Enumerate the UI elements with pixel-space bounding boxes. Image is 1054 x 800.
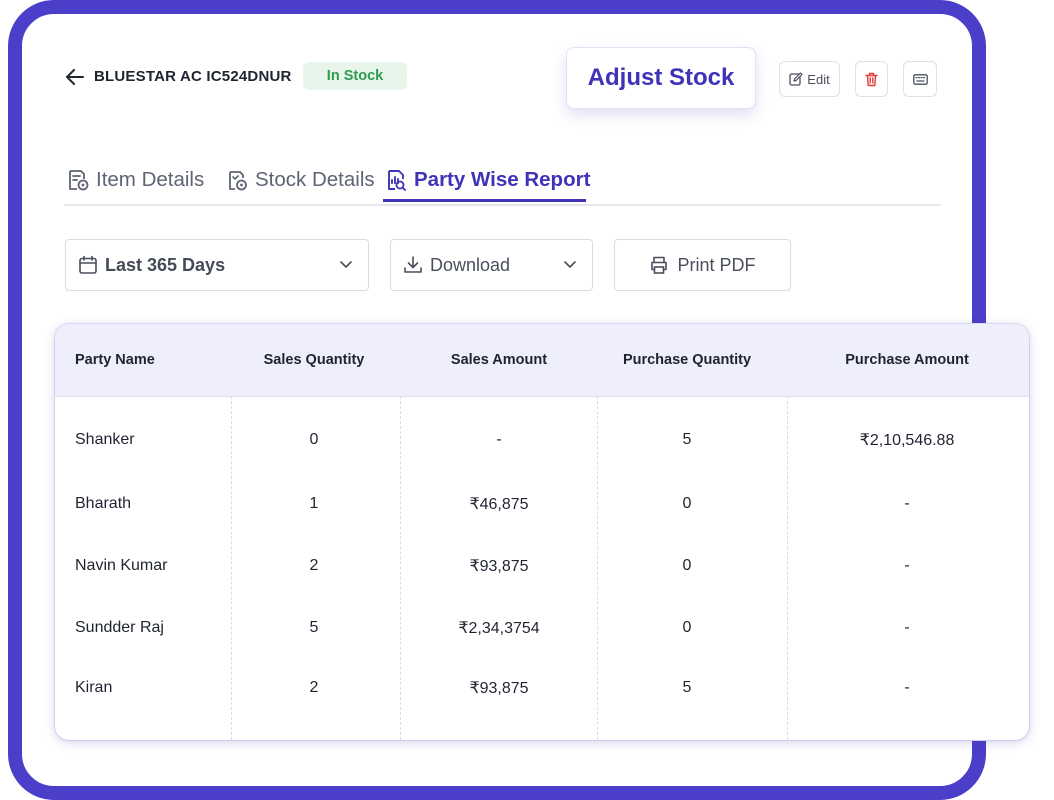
- cell-purchase-quantity: 5: [682, 431, 692, 448]
- cell-sales-quantity: 2: [309, 679, 319, 696]
- cell-purchase-quantity: 5: [682, 679, 692, 696]
- tab-stock-details[interactable]: Stock Details: [225, 162, 375, 198]
- cell-party-name: Shanker: [75, 431, 135, 448]
- active-tab-indicator: [383, 199, 586, 202]
- calendar-icon: [79, 255, 97, 274]
- cell-sales-quantity: 2: [309, 557, 319, 574]
- download-label: Download: [430, 254, 511, 275]
- cell-party-name: Kiran: [75, 679, 113, 696]
- stock-details-icon: [229, 171, 247, 191]
- cell-purchase-amount: ₹2,10,546.88: [859, 432, 955, 449]
- party-wise-report-table: Party Name Sales Quantity Sales Amount P…: [55, 324, 1029, 740]
- cell-purchase-amount: -: [904, 495, 910, 512]
- cell-party-name: Sundder Raj: [75, 619, 164, 636]
- date-range-select[interactable]: Last 365 Days: [65, 239, 369, 291]
- cell-purchase-amount: -: [904, 619, 910, 636]
- tab-party-wise-report[interactable]: Party Wise Report: [384, 162, 590, 198]
- column-header: Party Name: [75, 352, 155, 368]
- tab-item-details[interactable]: Item Details: [66, 162, 204, 198]
- print-pdf-button[interactable]: Print PDF: [614, 239, 791, 291]
- cell-sales-amount: -: [496, 431, 502, 448]
- chevron-down-icon: [340, 261, 352, 268]
- printer-icon: [651, 256, 668, 274]
- report-icon: [388, 170, 406, 191]
- cell-sales-quantity: 0: [309, 431, 319, 448]
- tab-item-details-label: Item Details: [96, 168, 205, 191]
- chevron-down-icon: [564, 261, 576, 268]
- keyboard-icon: [912, 73, 928, 85]
- cell-sales-amount: ₹93,875: [469, 680, 529, 697]
- tab-party-wise-report-label: Party Wise Report: [414, 168, 591, 191]
- edit-button[interactable]: Edit: [779, 61, 840, 97]
- cell-sales-quantity: 5: [309, 619, 319, 636]
- item-details-icon: [69, 170, 89, 191]
- adjust-stock-button[interactable]: Adjust Stock: [566, 47, 756, 109]
- column-header: Sales Amount: [450, 352, 548, 368]
- cell-sales-amount: ₹46,875: [469, 496, 529, 513]
- column-header: Sales Quantity: [263, 352, 365, 368]
- column-divider: [787, 396, 788, 740]
- back-button[interactable]: [64, 66, 86, 88]
- cell-purchase-quantity: 0: [682, 619, 692, 636]
- tab-bar: Item Details Stock Details Party Wise Re…: [64, 158, 941, 206]
- download-select[interactable]: Download: [390, 239, 593, 291]
- cell-sales-amount: ₹93,875: [469, 558, 529, 575]
- item-title: BLUESTAR AC IC524DNUR: [94, 68, 292, 85]
- column-divider: [597, 396, 598, 740]
- cell-purchase-amount: -: [904, 679, 910, 696]
- cell-purchase-quantity: 0: [682, 557, 692, 574]
- download-icon: [404, 256, 422, 273]
- stock-status-badge: In Stock: [303, 62, 407, 90]
- edit-icon: [789, 72, 803, 86]
- column-divider: [400, 396, 401, 740]
- cell-party-name: Navin Kumar: [75, 557, 168, 574]
- tab-stock-details-label: Stock Details: [255, 168, 375, 191]
- edit-button-label: Edit: [807, 71, 830, 87]
- column-header: Purchase Quantity: [622, 352, 752, 368]
- date-range-value: Last 365 Days: [105, 254, 226, 275]
- trash-icon: [865, 72, 878, 86]
- cell-sales-amount: ₹2,34,3754: [458, 620, 540, 637]
- cell-purchase-quantity: 0: [682, 495, 692, 512]
- table-header: Party Name Sales Quantity Sales Amount P…: [55, 324, 1029, 397]
- cell-purchase-amount: -: [904, 557, 910, 574]
- cell-sales-quantity: 1: [309, 495, 319, 512]
- column-divider: [231, 396, 232, 740]
- arrow-left-icon: [66, 69, 84, 85]
- print-pdf-label: Print PDF: [677, 254, 756, 275]
- delete-button[interactable]: [855, 61, 888, 97]
- keyboard-shortcuts-button[interactable]: [903, 61, 937, 97]
- cell-party-name: Bharath: [75, 495, 132, 512]
- column-header: Purchase Amount: [845, 352, 969, 368]
